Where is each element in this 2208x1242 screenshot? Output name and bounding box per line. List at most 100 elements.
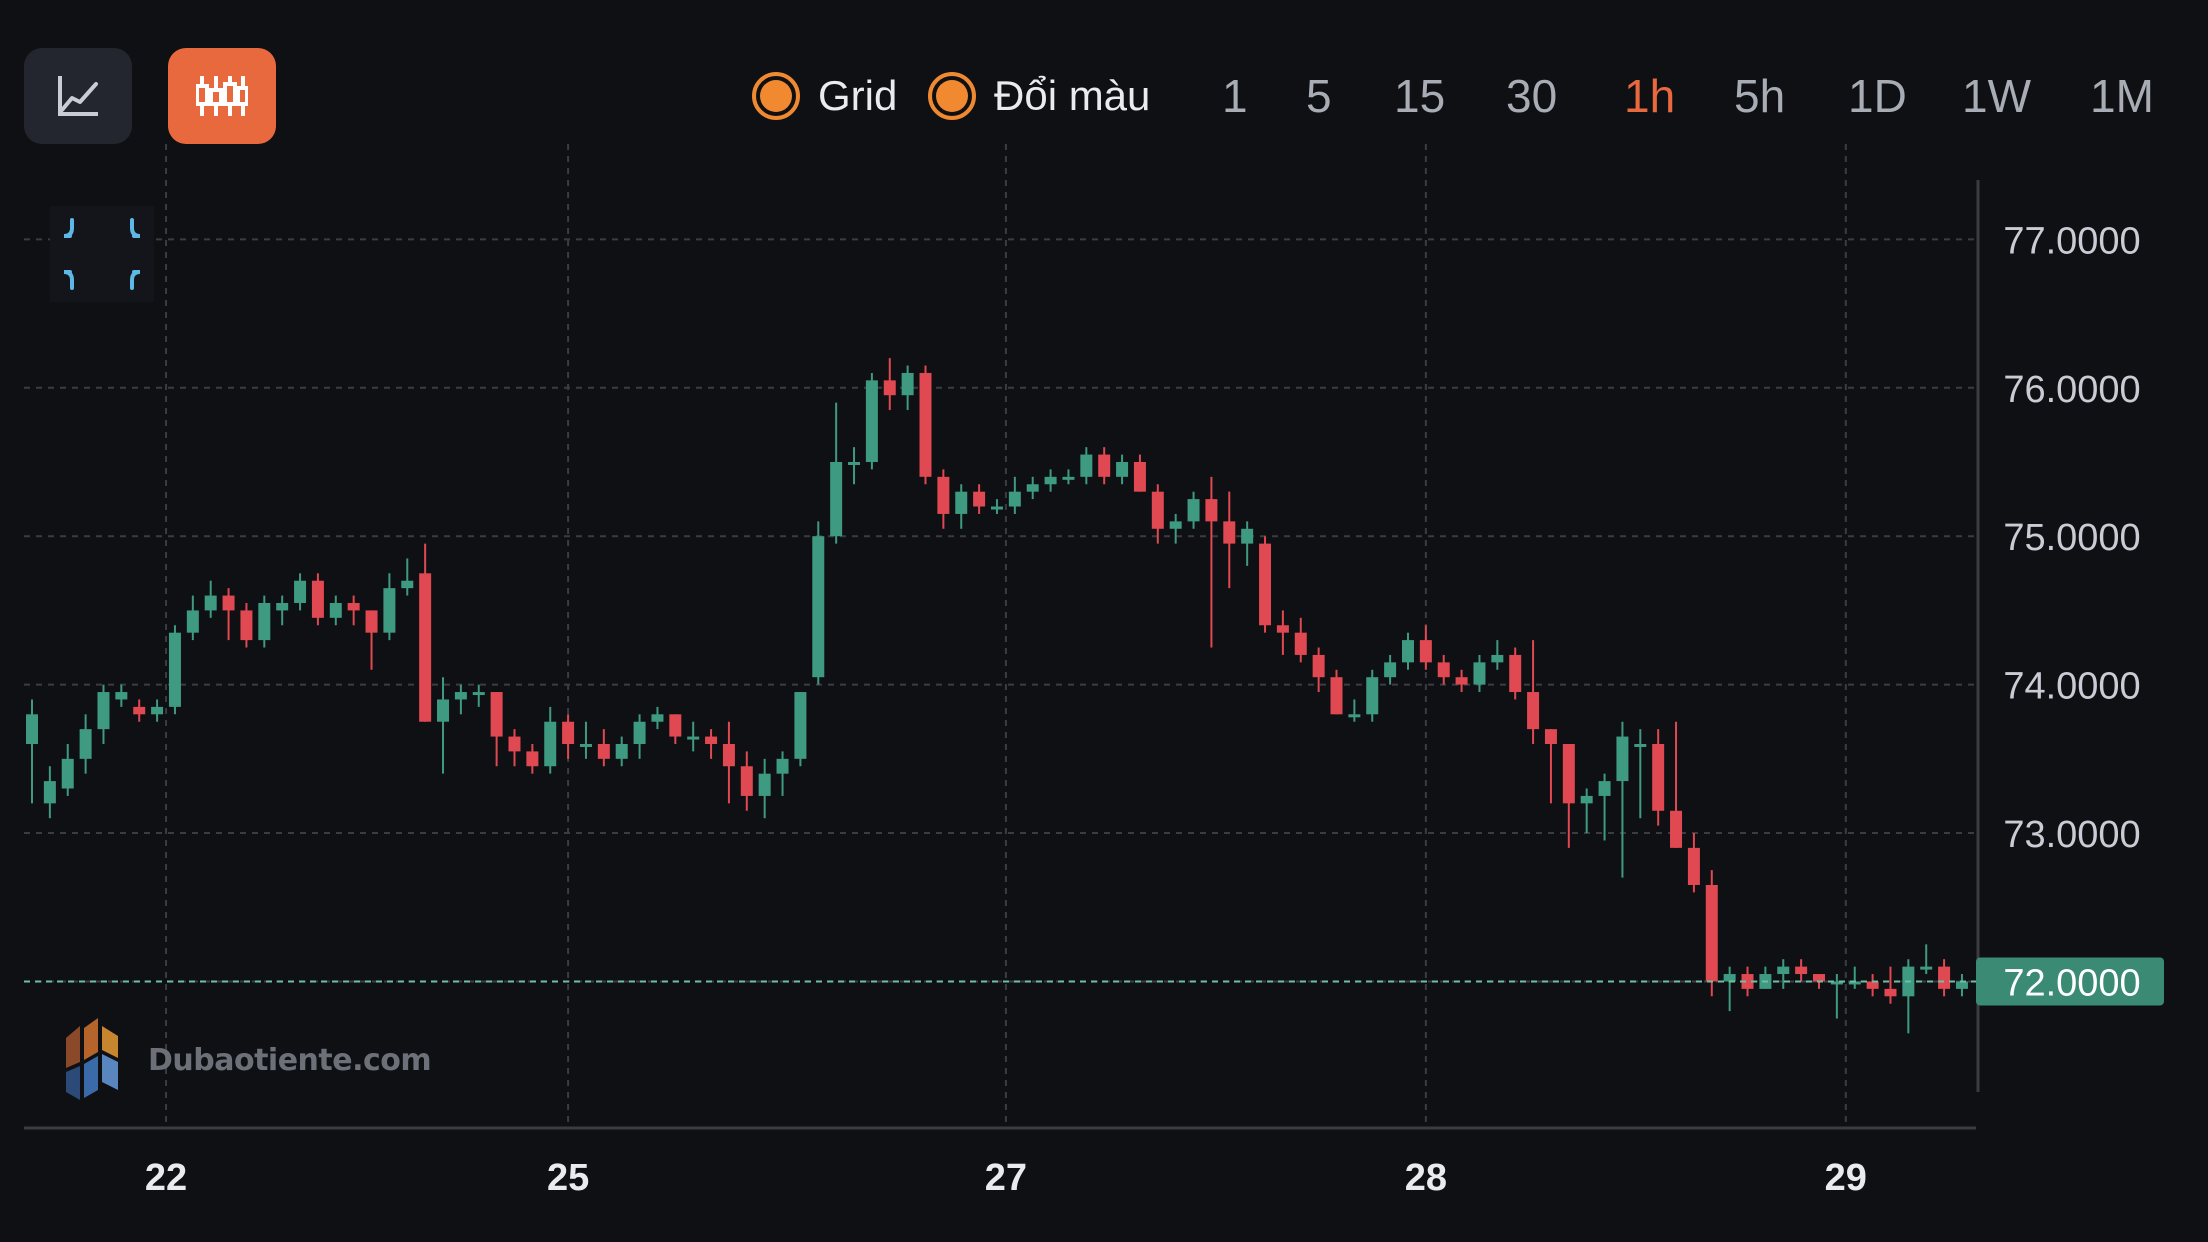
candle-body <box>1884 988 1897 997</box>
candle-body <box>240 610 253 641</box>
y-tick-label: 73.0000 <box>2003 814 2140 856</box>
candle-body <box>1259 543 1272 626</box>
current-price-label: 72.0000 <box>2003 962 2140 1004</box>
timeframe-1[interactable]: 1 <box>1222 70 1248 122</box>
candle <box>1616 721 1629 878</box>
candle-body <box>61 758 74 789</box>
candle <box>1294 617 1307 663</box>
candle <box>168 625 181 715</box>
candle <box>544 706 557 774</box>
candle <box>901 365 914 411</box>
candle-body <box>597 743 610 759</box>
candle <box>955 484 968 529</box>
candle-body <box>1509 654 1522 693</box>
candle <box>1527 640 1540 744</box>
x-axis-labels: 22 25 27 28 29 <box>145 1157 1867 1199</box>
grid-label: Grid <box>818 72 898 119</box>
candle-body <box>1455 677 1468 685</box>
line-chart-button[interactable] <box>24 48 132 144</box>
candle <box>1938 959 1951 997</box>
candle <box>1151 484 1164 544</box>
candle-body <box>687 736 700 740</box>
candle-body <box>1955 981 1968 989</box>
candle <box>722 721 735 804</box>
candle-body <box>1527 692 1540 730</box>
candle-body <box>1670 810 1683 848</box>
candle <box>472 684 485 707</box>
candle-body <box>615 743 628 759</box>
candle <box>812 521 825 685</box>
candle <box>669 714 682 744</box>
timeframe-1d[interactable]: 1D <box>1848 70 1907 122</box>
candle-body <box>1830 981 1843 985</box>
candle <box>1741 966 1754 997</box>
candle <box>1580 788 1593 834</box>
candle <box>794 692 807 767</box>
timeframe-1w[interactable]: 1W <box>1962 70 2031 122</box>
candle-body <box>437 699 450 722</box>
candle <box>990 499 1003 514</box>
candle <box>1562 743 1575 848</box>
candle <box>1830 974 1843 1019</box>
timeframe-5h[interactable]: 5h <box>1734 70 1786 122</box>
candle-body <box>544 721 557 767</box>
x-tick-label: 25 <box>547 1157 589 1199</box>
candle-body <box>79 729 92 759</box>
candle-body <box>1580 795 1593 804</box>
candle-body <box>1795 966 1808 975</box>
candle <box>1723 966 1736 1012</box>
candle <box>1955 974 1968 997</box>
candle-body <box>1687 847 1700 885</box>
candle <box>758 758 771 819</box>
timeframe-5[interactable]: 5 <box>1306 70 1332 122</box>
candle-body <box>1276 625 1289 633</box>
y-tick-label: 74.0000 <box>2003 666 2140 708</box>
timeframe-30[interactable]: 30 <box>1506 70 1558 122</box>
timeframe-15[interactable]: 15 <box>1394 70 1446 122</box>
timeframe-1m[interactable]: 1M <box>2090 70 2154 122</box>
candle <box>1187 491 1200 529</box>
watermark-text: Dubaotiente.com <box>148 1042 432 1078</box>
candle <box>633 714 646 759</box>
candle-body <box>151 706 164 715</box>
candle-body <box>633 721 646 744</box>
candle <box>1330 669 1343 715</box>
candle <box>562 714 575 759</box>
candle-body <box>347 602 360 611</box>
candle-body <box>1491 654 1504 663</box>
candle <box>383 573 396 641</box>
y-tick-label: 77.0000 <box>2003 220 2140 262</box>
candle-body <box>955 491 968 514</box>
candle <box>1366 669 1379 722</box>
candle <box>311 573 324 626</box>
candle <box>1205 476 1218 648</box>
candle <box>579 721 592 759</box>
candle <box>204 580 217 618</box>
candle <box>526 743 539 774</box>
change-color-toggle[interactable]: Đổi màu <box>928 64 1150 128</box>
candle <box>1062 469 1075 485</box>
x-tick-label: 29 <box>1825 1157 1867 1199</box>
change-color-label: Đổi màu <box>994 72 1151 119</box>
candle-body <box>508 736 521 752</box>
candle <box>848 447 861 485</box>
candle-body <box>365 610 378 633</box>
candle-body <box>1294 632 1307 655</box>
collapse-chart-button[interactable] <box>50 206 154 302</box>
grid-radio-icon <box>752 72 800 120</box>
candle-body <box>1241 528 1254 544</box>
candle-body <box>1384 662 1397 678</box>
candle-body <box>329 602 342 618</box>
candle <box>1241 521 1254 566</box>
timeframe-1h[interactable]: 1h <box>1624 70 1676 122</box>
candle-body <box>1401 640 1414 663</box>
candle <box>740 751 753 811</box>
candle <box>79 714 92 774</box>
candle-body <box>705 736 718 744</box>
candle <box>1705 870 1718 997</box>
grid-toggle[interactable]: Grid <box>752 64 897 128</box>
candle <box>115 684 128 707</box>
candle <box>776 751 789 796</box>
candlestick-chart-button[interactable] <box>168 48 276 144</box>
